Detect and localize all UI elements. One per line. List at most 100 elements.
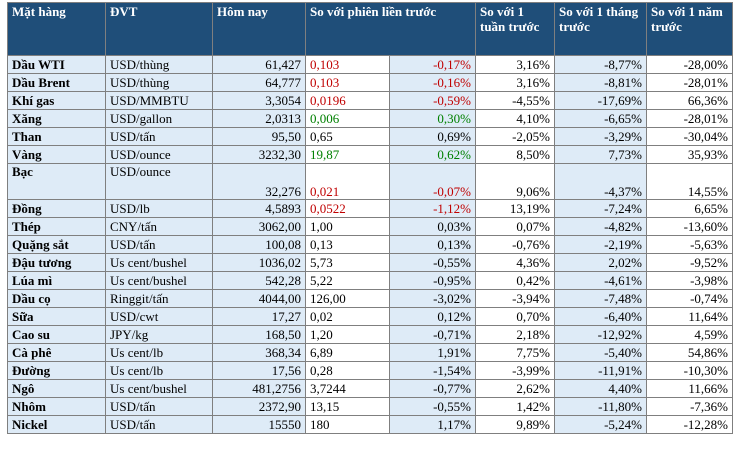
table-row: Ngô Us cent/bushel 481,2756 3,7244 -0,77% 2,6… — [7, 379, 733, 398]
change-percent: -1,54% — [389, 361, 476, 380]
week-change: 4,10% — [475, 109, 555, 128]
table-row: Dầu cọ Ringgit/tấn 4044,00 126,00 -3,02% -3,9… — [7, 289, 733, 308]
month-change: -2,19% — [554, 235, 647, 254]
year-change: -28,00% — [646, 55, 733, 74]
table-row: Bạc USD/ounce 32,276 0,021 -0,07% 9,06% -4,37%… — [7, 163, 733, 200]
change-value: 0,103 — [305, 73, 390, 92]
today-price: 32,276 — [212, 163, 306, 200]
table-row: Khí gas USD/MMBTU 3,3054 0,0196 -0,59% -4,55%… — [7, 91, 733, 110]
unit-cell: USD/gallon — [105, 109, 213, 128]
unit-cell: USD/ounce — [105, 145, 213, 164]
year-change: 35,93% — [646, 145, 733, 164]
header-row: Mặt hàng ĐVT Hôm nay So với phiên liền t… — [7, 2, 733, 56]
change-value: 0,006 — [305, 109, 390, 128]
header-today: Hôm nay — [212, 2, 306, 56]
year-change: -5,63% — [646, 235, 733, 254]
year-change: -13,60% — [646, 217, 733, 236]
change-percent: -0,77% — [389, 379, 476, 398]
commodity-name: Nhôm — [7, 397, 106, 416]
today-price: 4,5893 — [212, 199, 306, 218]
week-change: 4,36% — [475, 253, 555, 272]
unit-cell: Us cent/bushel — [105, 379, 213, 398]
change-value: 126,00 — [305, 289, 390, 308]
today-price: 2,0313 — [212, 109, 306, 128]
commodity-name: Nickel — [7, 415, 106, 434]
today-price: 95,50 — [212, 127, 306, 146]
month-change: -4,37% — [554, 163, 647, 200]
week-change: -0,76% — [475, 235, 555, 254]
year-change: -30,04% — [646, 127, 733, 146]
unit-cell: USD/tấn — [105, 127, 213, 146]
today-price: 3062,00 — [212, 217, 306, 236]
week-change: 0,70% — [475, 307, 555, 326]
today-price: 3232,30 — [212, 145, 306, 164]
header-vs-month: So với 1 tháng trước — [554, 2, 647, 56]
month-change: -7,24% — [554, 199, 647, 218]
change-value: 0,103 — [305, 55, 390, 74]
year-change: -7,36% — [646, 397, 733, 416]
year-change: 11,66% — [646, 379, 733, 398]
table-row: Đồng USD/lb 4,5893 0,0522 -1,12% 13,19% -7,24%… — [7, 199, 733, 218]
commodity-name: Thép — [7, 217, 106, 236]
month-change: -8,81% — [554, 73, 647, 92]
commodity-name: Xăng — [7, 109, 106, 128]
table-row: Cà phê Us cent/lb 368,34 6,89 1,91% 7,75% -5,4… — [7, 343, 733, 362]
unit-cell: JPY/kg — [105, 325, 213, 344]
table-row: Vàng USD/ounce 3232,30 19,87 0,62% 8,50% 7,73%… — [7, 145, 733, 164]
week-change: 9,89% — [475, 415, 555, 434]
change-percent: 0,13% — [389, 235, 476, 254]
table-row: Lúa mì Us cent/bushel 542,28 5,22 -0,95% 0,42… — [7, 271, 733, 290]
commodity-name: Dầu Brent — [7, 73, 106, 92]
commodity-price-table: Mặt hàng ĐVT Hôm nay So với phiên liền t… — [7, 2, 733, 434]
change-percent: -0,16% — [389, 73, 476, 92]
unit-cell: CNY/tấn — [105, 217, 213, 236]
table-row: Đường Us cent/lb 17,56 0,28 -1,54% -3,99% -11,… — [7, 361, 733, 380]
commodity-name: Cao su — [7, 325, 106, 344]
commodity-name: Cà phê — [7, 343, 106, 362]
year-change: 6,65% — [646, 199, 733, 218]
commodity-name: Đường — [7, 361, 106, 380]
change-value: 13,15 — [305, 397, 390, 416]
month-change: -5,24% — [554, 415, 647, 434]
table-row: Thép CNY/tấn 3062,00 1,00 0,03% 0,07% -4,82% -1… — [7, 217, 733, 236]
change-value: 19,87 — [305, 145, 390, 164]
header-unit: ĐVT — [105, 2, 213, 56]
today-price: 4044,00 — [212, 289, 306, 308]
year-change: -12,28% — [646, 415, 733, 434]
month-change: -4,82% — [554, 217, 647, 236]
unit-cell: USD/lb — [105, 199, 213, 218]
change-value: 5,73 — [305, 253, 390, 272]
today-price: 15550 — [212, 415, 306, 434]
unit-cell: Us cent/bushel — [105, 253, 213, 272]
month-change: -6,65% — [554, 109, 647, 128]
month-change: -5,40% — [554, 343, 647, 362]
today-price: 61,427 — [212, 55, 306, 74]
month-change: -11,91% — [554, 361, 647, 380]
unit-cell: Us cent/bushel — [105, 271, 213, 290]
table-row: Đậu tương Us cent/bushel 1036,02 5,73 -0,55%… — [7, 253, 733, 272]
header-vs-week: So với 1 tuần trước — [475, 2, 555, 56]
change-percent: -0,17% — [389, 55, 476, 74]
header-commodity: Mặt hàng — [7, 2, 106, 56]
table-row: Xăng USD/gallon 2,0313 0,006 0,30% 4,10% -6,65… — [7, 109, 733, 128]
month-change: -12,92% — [554, 325, 647, 344]
change-value: 0,65 — [305, 127, 390, 146]
change-percent: -0,95% — [389, 271, 476, 290]
week-change: 13,19% — [475, 199, 555, 218]
week-change: 7,75% — [475, 343, 555, 362]
table-row: Quặng sắt USD/tấn 100,08 0,13 0,13% -0,76% -2,… — [7, 235, 733, 254]
unit-cell: USD/tấn — [105, 235, 213, 254]
change-value: 180 — [305, 415, 390, 434]
change-value: 1,00 — [305, 217, 390, 236]
year-change: 4,59% — [646, 325, 733, 344]
commodity-name: Than — [7, 127, 106, 146]
table-row: Dầu WTI USD/thùng 61,427 0,103 -0,17% 3,16% -8… — [7, 55, 733, 74]
year-change: -28,01% — [646, 73, 733, 92]
commodity-name: Lúa mì — [7, 271, 106, 290]
today-price: 100,08 — [212, 235, 306, 254]
change-percent: 0,12% — [389, 307, 476, 326]
unit-text: USD/cwt — [110, 309, 159, 324]
commodity-name: Bạc — [7, 163, 106, 200]
year-change: -3,98% — [646, 271, 733, 290]
week-change: 9,06% — [475, 163, 555, 200]
